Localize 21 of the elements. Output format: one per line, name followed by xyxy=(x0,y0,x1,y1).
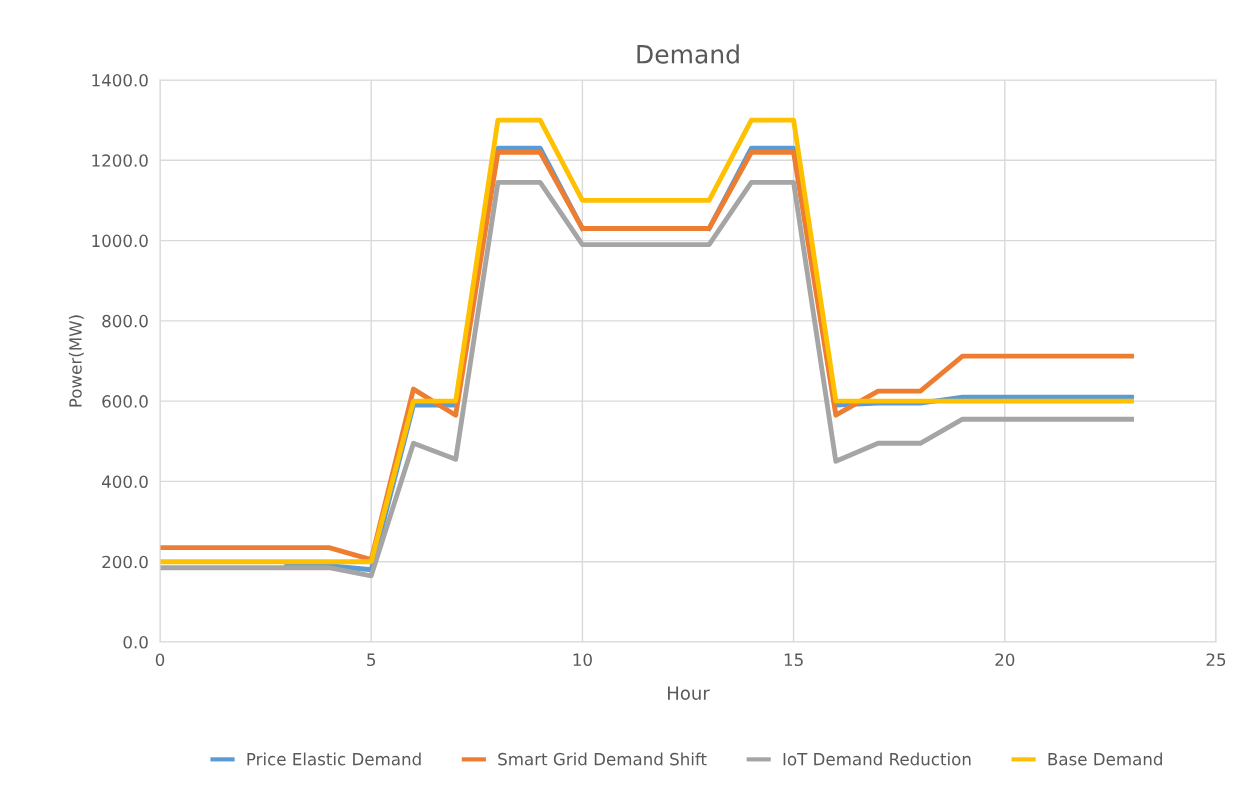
legend-label: Base Demand xyxy=(1048,752,1162,766)
legend-label: IoT Demand Reduction xyxy=(783,752,971,766)
legend-label: Smart Grid Demand Shift xyxy=(498,752,707,766)
y-tick-label: 200.0 xyxy=(102,555,148,569)
y-tick-label: 1400.0 xyxy=(92,73,148,87)
y-axis-title: Power(MW) xyxy=(68,315,84,407)
x-axis-title: Hour xyxy=(668,686,710,700)
x-tick-label: 5 xyxy=(367,653,376,667)
y-tick-label: 400.0 xyxy=(101,475,148,488)
y-tick-label: 1000.0 xyxy=(92,234,148,248)
legend-label: Price Elastic Demand xyxy=(247,752,421,766)
y-tick-label: 1200.0 xyxy=(92,154,148,167)
y-tick-label: 600.0 xyxy=(102,395,148,408)
y-tick-label: 800.0 xyxy=(102,314,148,328)
x-tick-label: 20 xyxy=(995,653,1015,667)
x-tick-label: 25 xyxy=(1206,653,1226,667)
chart-title: Demand xyxy=(637,44,739,64)
x-tick-label: 15 xyxy=(784,653,803,667)
y-tick-label: 0.0 xyxy=(123,635,148,649)
x-tick-label: 10 xyxy=(573,653,592,667)
x-tick-label: 0 xyxy=(155,653,165,667)
